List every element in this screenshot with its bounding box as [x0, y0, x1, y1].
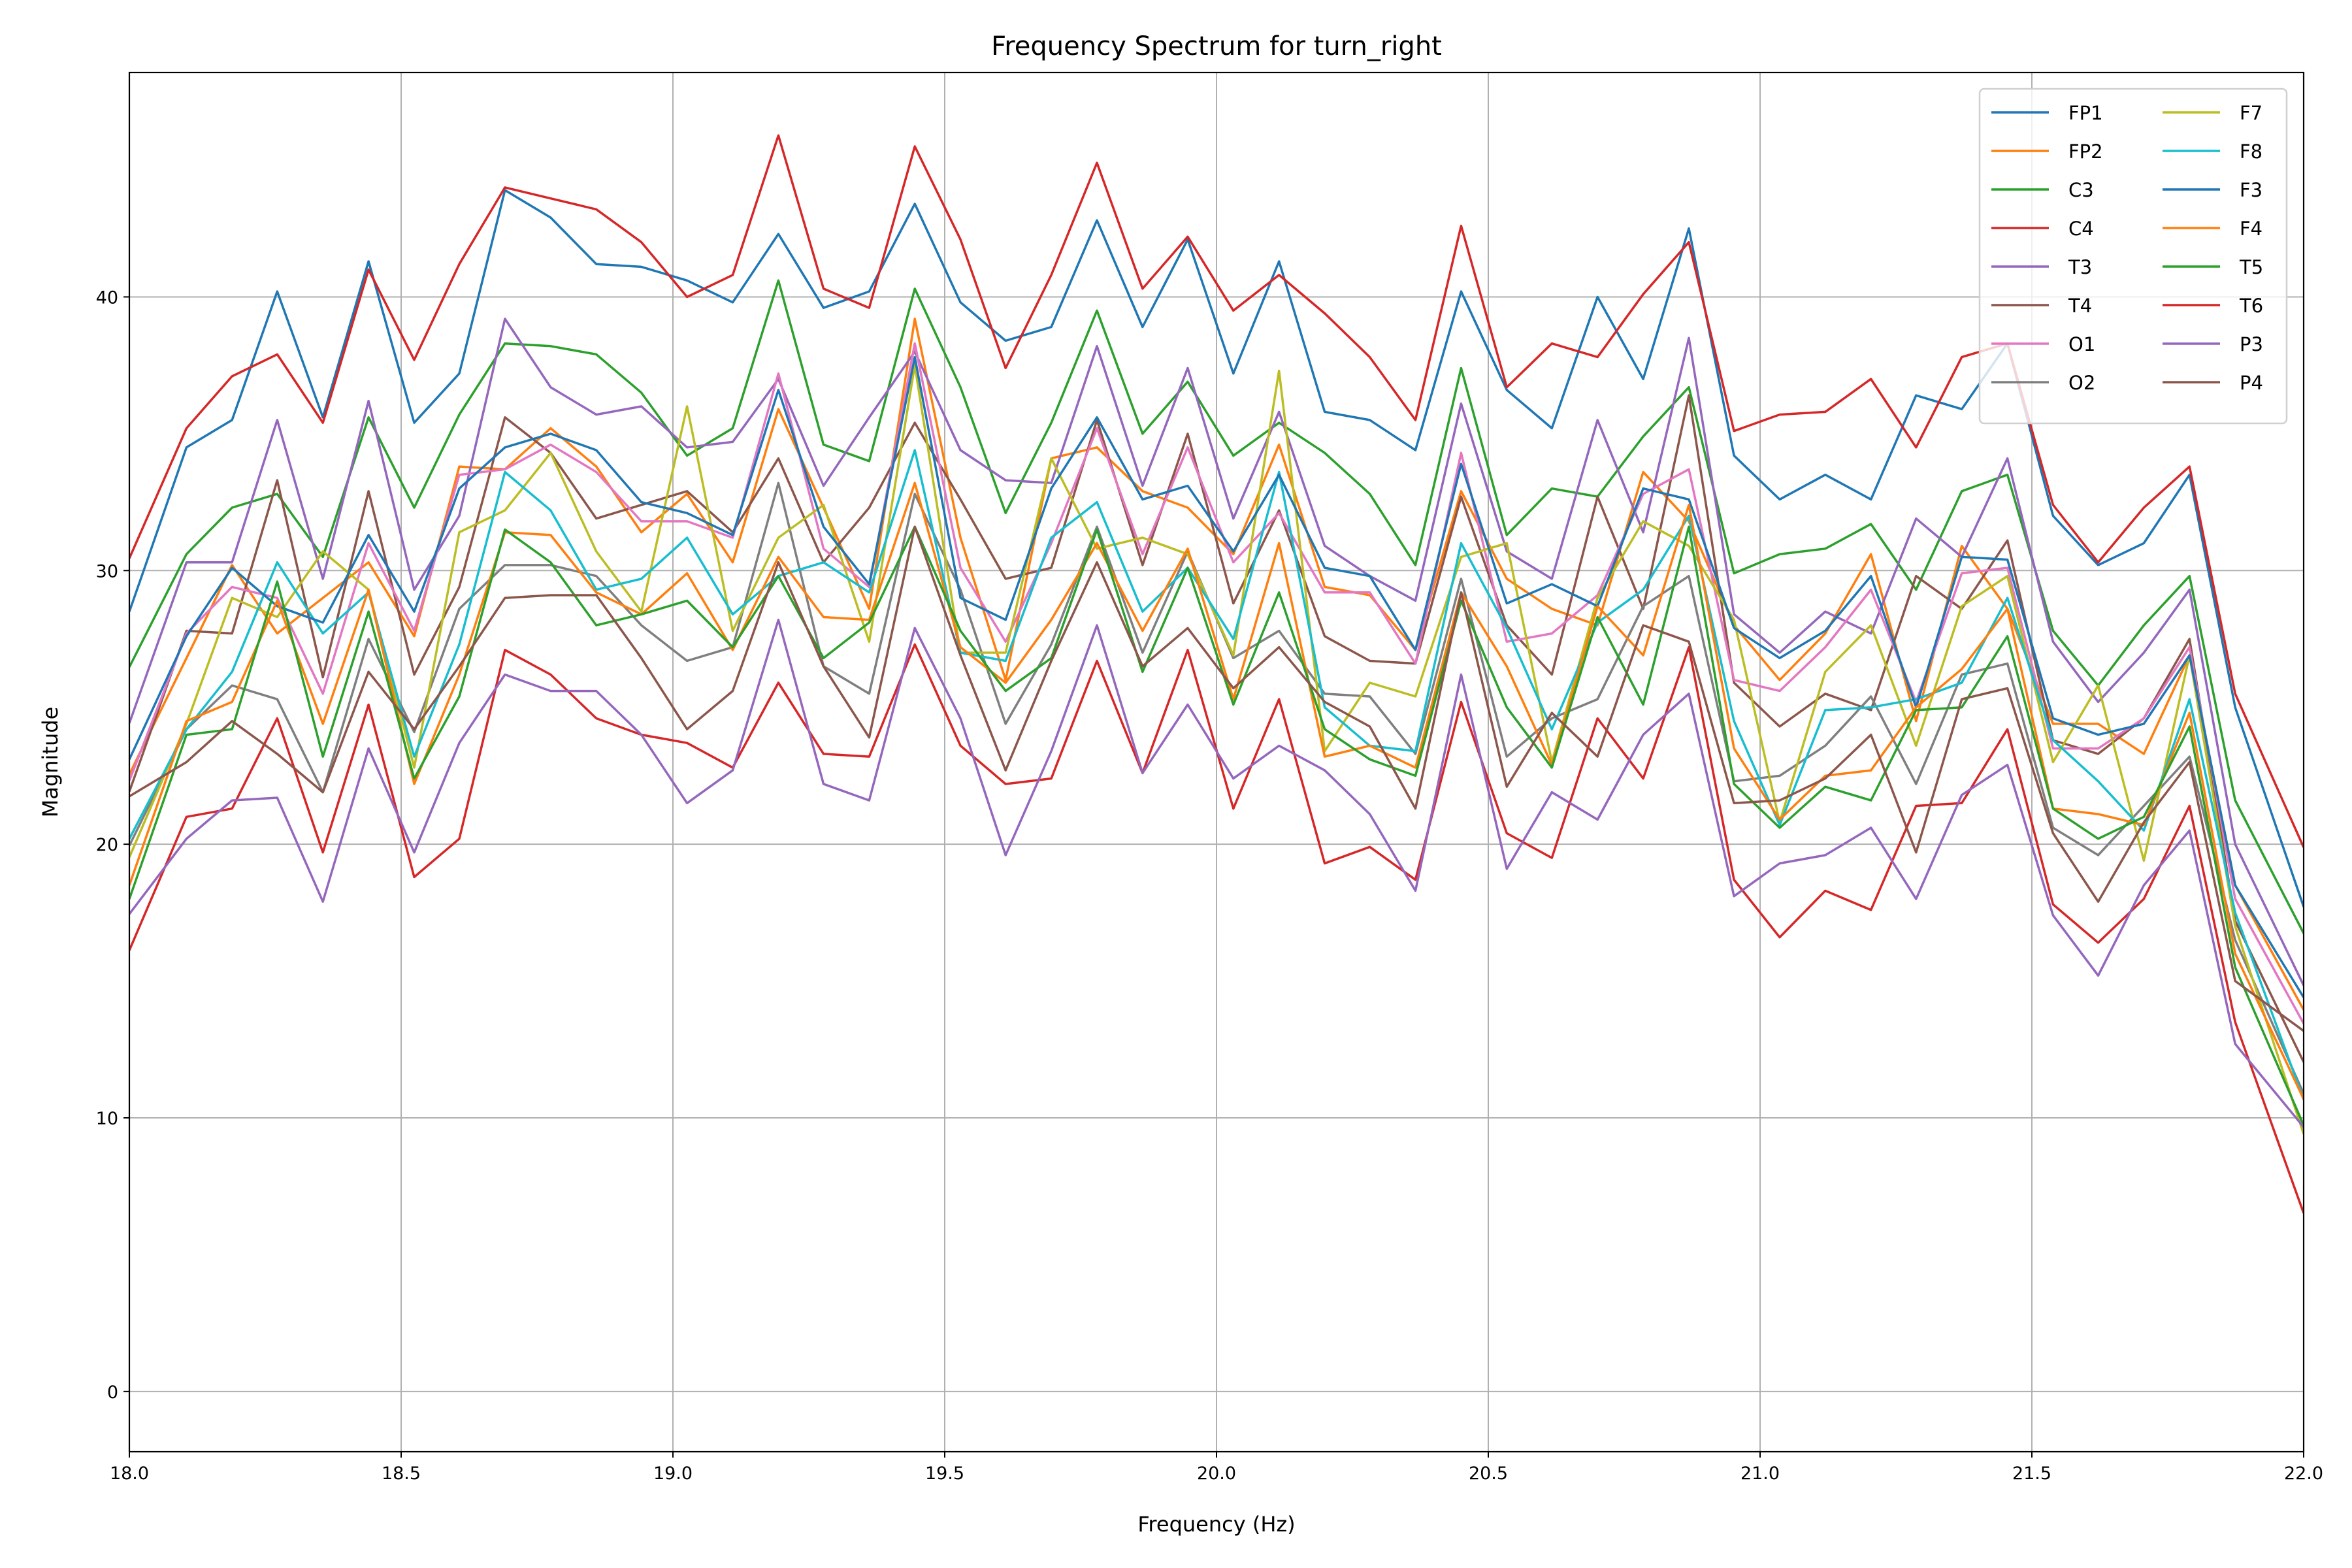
- series-line-t6: [129, 643, 2304, 1214]
- legend-entry-p4: P4: [2163, 372, 2263, 394]
- legend-label: F8: [2240, 140, 2262, 163]
- series-line-t5: [129, 525, 2304, 1126]
- legend-label: T5: [2239, 256, 2263, 278]
- x-tick-label: 18.0: [110, 1463, 149, 1484]
- legend-label: F7: [2240, 102, 2262, 124]
- legend-entry-f3: F3: [2163, 179, 2262, 201]
- series-line-f8: [129, 449, 2304, 1100]
- legend-entry-t4: T4: [1991, 295, 2092, 317]
- legend-label: FP2: [2068, 140, 2103, 163]
- legend-label: O2: [2068, 372, 2095, 394]
- legend-label: P4: [2240, 372, 2263, 394]
- series-line-o1: [129, 342, 2304, 1024]
- legend-label: F4: [2240, 218, 2262, 240]
- series-line-f3: [129, 355, 2304, 998]
- legend-entry-fp2: FP2: [1991, 140, 2103, 163]
- x-tick-label: 19.5: [925, 1463, 964, 1484]
- legend-entry-o2: O2: [1991, 372, 2095, 394]
- legend-entry-t6: T6: [2163, 295, 2263, 317]
- y-axis-label: Magnitude: [38, 707, 63, 818]
- x-axis-label: Frequency (Hz): [1137, 1512, 1295, 1537]
- x-tick-label: 21.0: [1740, 1463, 1780, 1484]
- legend-entry-f4: F4: [2163, 218, 2262, 240]
- legend-entry-t3: T3: [1991, 256, 2092, 278]
- y-tick-label: 20: [96, 835, 118, 855]
- series-line-c3: [129, 279, 2304, 934]
- y-tick-label: 10: [96, 1109, 118, 1129]
- x-tick-label: 18.5: [382, 1463, 421, 1484]
- series-line-f4: [129, 482, 2304, 1100]
- legend-label: C3: [2068, 179, 2094, 201]
- y-tick-label: 0: [107, 1382, 118, 1403]
- legend-entry-f7: F7: [2163, 102, 2262, 124]
- x-tick-label: 21.5: [2012, 1463, 2051, 1484]
- series-line-fp1: [129, 189, 2304, 907]
- x-tick-label: 22.0: [2284, 1463, 2323, 1484]
- legend: FP1 FP2 C3 C4 T3 T4 O1 O2 F7 F8 F3 F4 T5 T6 P3 P4: [1978, 88, 2288, 425]
- legend-entry-t5: T5: [2163, 256, 2263, 278]
- chart-title: Frequency Spectrum for turn_right: [991, 31, 1442, 61]
- legend-box: [1978, 88, 2288, 425]
- series-line-p3: [129, 618, 2304, 1128]
- legend-entry-f8: F8: [2163, 140, 2262, 163]
- legend-entry-o1: O1: [1991, 333, 2095, 355]
- legend-label: F3: [2240, 179, 2262, 201]
- legend-entry-c4: C4: [1991, 218, 2094, 240]
- x-tick-label: 20.0: [1197, 1463, 1236, 1484]
- legend-label: C4: [2068, 218, 2094, 240]
- ticks: 18.0 18.5 19.0 19.5 20.0 20.5 21.0 21.5 22.0 0 10 2…: [96, 287, 2323, 1484]
- legend-label: O1: [2068, 333, 2095, 355]
- series-line-c4: [129, 134, 2304, 848]
- series-line-fp2: [129, 318, 2304, 1011]
- x-tick-label: 20.5: [1469, 1463, 1508, 1484]
- legend-label: T4: [2068, 295, 2092, 317]
- y-tick-label: 40: [96, 287, 118, 308]
- series-line-p4: [129, 525, 2304, 1032]
- legend-label: T6: [2239, 295, 2263, 317]
- x-tick-label: 19.0: [653, 1463, 693, 1484]
- legend-label: T3: [2068, 256, 2092, 278]
- legend-label: FP1: [2068, 102, 2103, 124]
- y-tick-label: 30: [96, 561, 118, 581]
- legend-label: P3: [2240, 333, 2263, 355]
- series-lines: [129, 134, 2304, 1214]
- legend-entry-c3: C3: [1991, 179, 2094, 201]
- legend-entry-p3: P3: [2163, 333, 2263, 355]
- legend-entry-fp1: FP1: [1991, 102, 2103, 124]
